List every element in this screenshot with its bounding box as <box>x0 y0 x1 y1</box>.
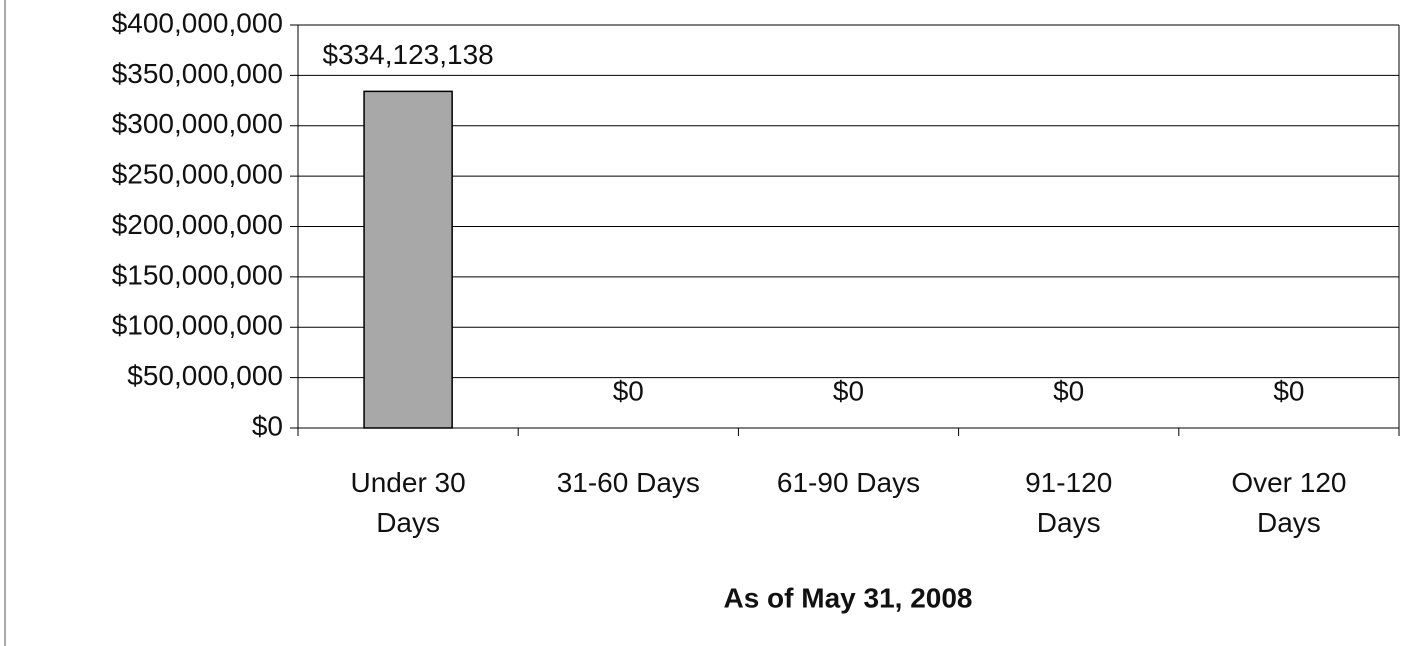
y-tick-label: $100,000,000 <box>112 310 283 341</box>
data-label: $0 <box>613 375 644 406</box>
data-label: $0 <box>833 375 864 406</box>
y-tick-label: $0 <box>252 410 283 441</box>
y-tick-label: $200,000,000 <box>112 209 283 240</box>
y-tick-label: $350,000,000 <box>112 58 283 89</box>
x-tick-label: Under 30 Days <box>351 467 466 538</box>
x-tick-label: 91-120 Days <box>1025 467 1112 538</box>
x-tick-label: Over 120 Days <box>1231 467 1346 538</box>
y-tick-label: $300,000,000 <box>112 108 283 139</box>
x-tick-label: 31-60 Days <box>557 467 700 498</box>
y-tick-label: $50,000,000 <box>127 360 283 391</box>
y-tick-label: $250,000,000 <box>112 159 283 190</box>
bar <box>363 90 453 429</box>
data-label: $0 <box>1053 375 1084 406</box>
x-axis-title: As of May 31, 2008 <box>723 582 972 613</box>
y-tick-label: $150,000,000 <box>112 259 283 290</box>
x-tick-label: 61-90 Days <box>777 467 920 498</box>
y-tick-label: $400,000,000 <box>112 7 283 38</box>
data-label: $0 <box>1273 375 1304 406</box>
data-label: $334,123,138 <box>322 39 493 70</box>
